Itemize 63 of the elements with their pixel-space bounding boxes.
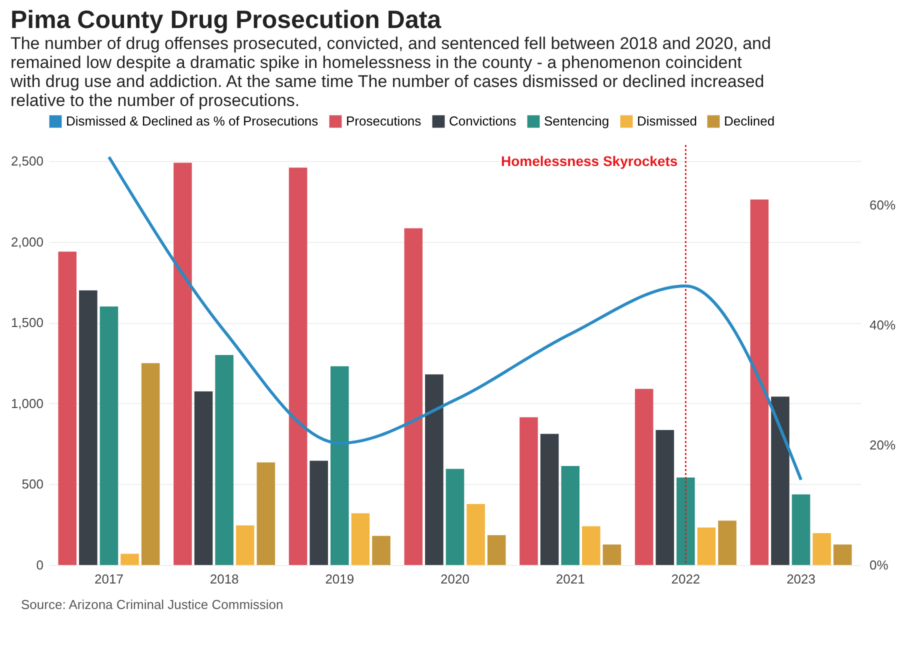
legend-label: Declined: [724, 114, 775, 129]
bar: [446, 468, 464, 565]
bar: [79, 290, 98, 565]
y-tick-label: 2,500: [10, 154, 44, 169]
bar: [236, 525, 254, 565]
bar: [487, 535, 506, 565]
legend-label: Convictions: [449, 114, 517, 129]
bar: [174, 162, 192, 565]
bar: [288, 168, 308, 565]
bar: [602, 544, 622, 565]
bar: [194, 391, 213, 565]
bar: [833, 544, 852, 565]
bar: [540, 434, 559, 565]
bar: [582, 526, 600, 565]
bar: [330, 366, 349, 565]
bar: [58, 252, 77, 565]
ref-line-label: Homelessness Skyrockets: [501, 153, 678, 169]
bar: [676, 477, 695, 565]
x-tick-label: 2023: [786, 572, 816, 586]
y2-tick-label: 20%: [870, 438, 896, 452]
y2-tick-label: 40%: [870, 318, 896, 332]
bar: [351, 513, 370, 565]
legend-label: Sentencing: [544, 114, 610, 129]
bar: [656, 430, 674, 565]
chart-title: Pima County Drug Prosecution Data: [10, 6, 442, 34]
x-tick-label: 2022: [671, 572, 700, 586]
chart-subtitle: The number of drug offenses prosecuted, convicted, and sentenced fell between 2018 and 2020, and remained low despite a dramatic spike in homelessness in the county - a phenomenon coincident with drug use and addiction. At the same time The number of cases dismissed or declined increased relative to the number of prosecutions.: [9, 34, 771, 110]
bar: [310, 460, 328, 565]
bar: [100, 306, 118, 565]
bar: [466, 504, 485, 565]
bar: [372, 536, 390, 565]
bar: [697, 528, 716, 565]
line-series: [107, 156, 803, 482]
bar: [141, 363, 160, 565]
legend-label: Prosecutions: [346, 114, 422, 129]
bar: [812, 533, 831, 565]
bar: [120, 554, 139, 565]
y2-tick-label: 0%: [870, 558, 889, 572]
bar: [750, 199, 769, 565]
bar: [718, 520, 736, 565]
source-note: Source: Arizona Criminal Justice Commission: [21, 597, 284, 612]
bar: [404, 228, 423, 565]
y-tick-label: 500: [22, 476, 44, 492]
bar: [771, 396, 790, 565]
bar: [425, 374, 444, 565]
y2-tick-label: 60%: [870, 198, 896, 212]
legend-label: Dismissed & Declined as % of Prosecutions: [66, 114, 319, 129]
legend-label: Dismissed: [637, 114, 697, 129]
y-tick-label: 0: [36, 558, 44, 572]
y-tick-label: 2,000: [10, 234, 44, 250]
bar: [561, 466, 580, 565]
bar: [215, 355, 234, 565]
bar: [634, 388, 654, 565]
x-tick-label: 2021: [556, 572, 585, 586]
y-tick-label: 1,500: [10, 315, 44, 330]
bar: [792, 494, 810, 565]
x-tick-label: 2019: [325, 572, 354, 586]
bar: [256, 462, 276, 565]
bar: [520, 417, 538, 565]
x-tick-label: 2017: [94, 572, 124, 586]
y-tick-label: 1,000: [10, 396, 44, 411]
x-tick-label: 2020: [440, 572, 470, 586]
x-tick-label: 2018: [210, 572, 239, 586]
